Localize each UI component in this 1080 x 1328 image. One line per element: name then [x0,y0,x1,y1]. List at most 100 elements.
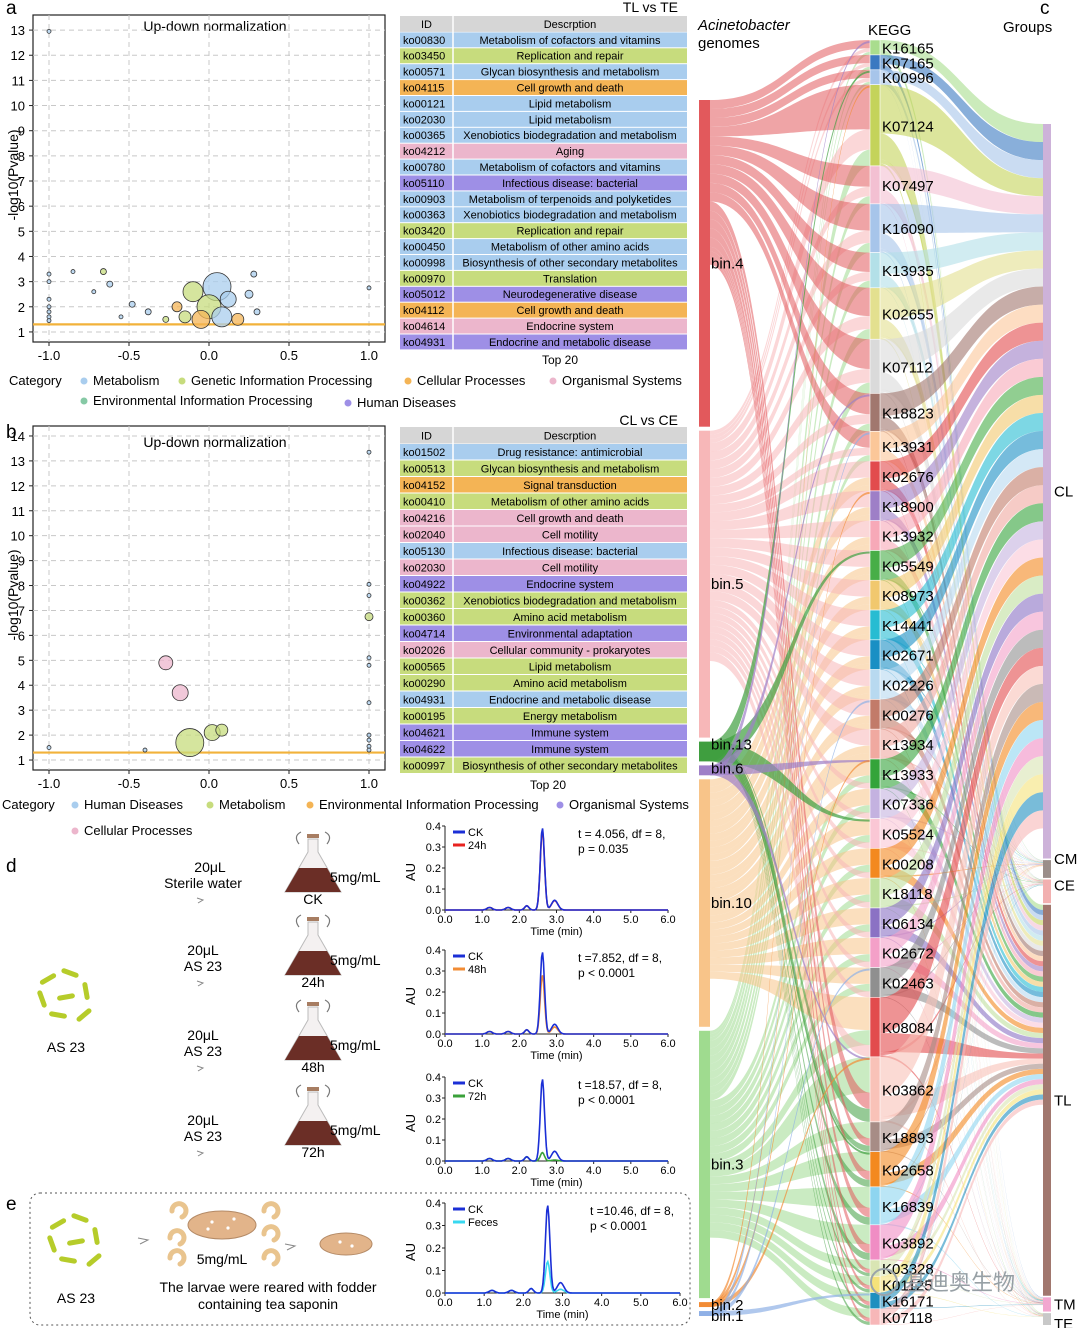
sankey-link [880,1089,1043,1292]
table-cell-id: ko04216 [403,513,445,525]
sankey-group-node [1043,904,1051,1296]
x-tick-label: 5.0 [623,1038,638,1050]
table-cell-desc: Cell motility [542,563,599,575]
bubble-point [182,281,204,303]
bacterium-rod-icon [92,1227,100,1245]
panel-b-ylabel: -log10(Pvalue) [5,549,21,640]
sankey-group-node [1043,124,1051,859]
panel-e-concentration: 5mg/mL [197,1251,248,1267]
sankey-kegg-label: K02463 [882,975,934,992]
treatment-volume: 20μL [194,859,226,875]
sankey-link [880,847,1043,1303]
table-cell-id: ko00362 [403,596,445,608]
bubble-point [366,737,372,743]
sankey-kegg-label: K05524 [882,826,934,843]
x-tick-label: 2.0 [512,1038,527,1050]
y-tick-label: 0.4 [426,945,441,957]
treatment-agent: Sterile water [164,875,242,891]
table-row [400,286,687,302]
table-cell-desc: Endocrine system [526,321,613,333]
sankey-link [880,593,1043,926]
y-tick-label: 0.0 [426,1156,441,1168]
sankey-bin-node [699,1311,710,1316]
sankey-link [880,84,1043,197]
y-tick-label: 12 [11,479,25,494]
x-tick-label: 3.0 [549,1165,564,1177]
bacterium-rod-icon [57,993,75,1001]
sankey-kegg-node [869,818,881,849]
sankey-link [880,1084,1043,1275]
sankey-kegg-node [869,54,881,71]
panel-b-plot-title: Up-down normalization [143,434,286,450]
sankey-link [710,788,870,930]
sankey-link [710,983,870,1162]
bubble-point [128,300,136,308]
bubble-point [366,655,372,661]
sankey-link [710,759,870,923]
sankey-link [880,1150,1043,1304]
table-cell-desc: Metabolism of cofactors and vitamins [480,35,661,47]
panel-letter-d: d [6,856,17,877]
legend-label: 48h [468,964,486,976]
arrow-icon [196,980,205,987]
bubble-point [91,289,97,295]
sankey-link [880,936,1043,1303]
sankey-kegg-label: K00208 [882,856,934,873]
table-cell-desc: Signal transduction [523,480,617,492]
bubble-point [46,279,52,285]
sankey-link [880,539,1043,837]
sankey-kegg-node [869,69,881,85]
table-cell-id: ko00195 [403,711,445,723]
sankey-kegg-label: K07336 [882,797,934,814]
treatment-agent: AS 23 [184,1128,222,1144]
table-cell-desc: Lipid metabolism [529,98,612,110]
table-cell-desc: Energy metabolism [523,711,617,723]
sankey-link [880,883,1043,967]
x-tick-label: 5.0 [623,1165,638,1177]
sankey-link [710,805,870,1116]
y-tick-label: 3 [18,703,25,718]
table-row [400,543,687,559]
flask-concentration: 5mg/mL [330,869,381,885]
sankey-kegg-label: K00996 [882,70,934,87]
sankey-link [710,145,870,231]
table-row [400,175,687,191]
table-cell-desc: Replication and repair [516,226,623,238]
sankey-kegg-node [869,1056,881,1123]
sankey-link [880,376,1043,569]
stat-line-1: t = 4.056, df = 8, [578,827,665,841]
bubble-point [250,270,258,278]
bubble-point [231,312,245,326]
table-cell-desc: Metabolism of terpenoids and polyketides [469,194,672,206]
flask-cap-icon [307,1002,319,1006]
treatment-agent: AS 23 [184,1043,222,1059]
arrow-icon [137,1237,150,1245]
sankey-link [710,745,870,909]
sankey-link [880,1258,1043,1305]
table-cell-id: ko00998 [403,257,445,269]
sankey-link [880,412,1043,628]
sankey-bin-label: bin.10 [711,895,752,912]
bubble-point [219,290,237,308]
y-tick-label: 0.0 [426,1288,441,1300]
sankey-kegg-label: K02655 [882,307,934,324]
sankey-link [880,431,1043,658]
y-tick-label: 0.4 [426,821,441,833]
sankey-bin-node [699,430,710,738]
sankey-link [710,520,870,539]
x-tick-label: 3.0 [549,1038,564,1050]
sankey-kegg-node [869,967,881,998]
dish-particle-icon [210,1220,214,1224]
bubble-point [366,581,372,587]
y-tick-label: 8 [18,149,25,164]
dish-particle-icon [338,1240,342,1244]
table-cell-desc: Translation [543,273,597,285]
bubble-point [366,449,372,455]
sankey-link [880,884,1043,1276]
table-cell-id: ko00830 [403,35,445,47]
y-tick-label: 10 [11,529,25,544]
sankey-link [880,1073,1043,1222]
sankey-link [710,907,870,958]
sankey-link [710,246,870,1274]
sankey-bin-label: bin.13 [711,737,752,754]
